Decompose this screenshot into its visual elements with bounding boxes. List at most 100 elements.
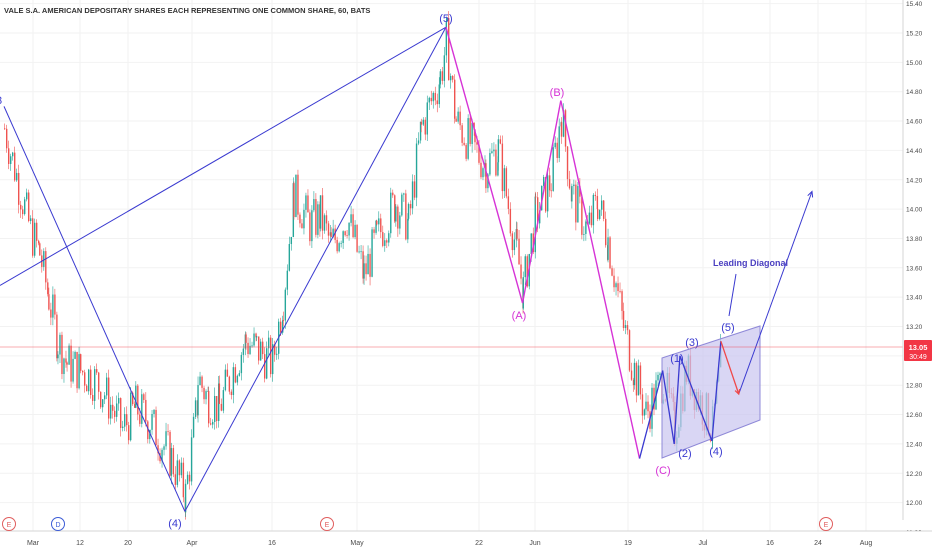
candle	[14, 146, 16, 182]
candle	[282, 315, 284, 335]
earnings-marker[interactable]: E	[2, 517, 16, 531]
candle	[228, 375, 231, 395]
candle	[36, 219, 38, 248]
candle	[100, 391, 102, 409]
wave-line	[3, 106, 186, 512]
diagonal-wave-line	[673, 355, 681, 444]
candle	[84, 369, 86, 393]
candle	[88, 368, 90, 395]
price-tick-label: 12.80	[906, 383, 923, 390]
price-axis[interactable]: 15.40 15.20 15.00 14.80 14.60 14.40 14.20 14.00…	[902, 0, 932, 536]
candle	[369, 248, 371, 286]
candle	[4, 123, 6, 130]
candle	[467, 114, 469, 161]
candle	[205, 389, 207, 405]
candle	[174, 466, 177, 491]
candle	[253, 327, 255, 348]
candle	[592, 193, 595, 234]
wave-label: (5)	[439, 13, 452, 25]
candles	[4, 11, 722, 520]
candle	[617, 276, 619, 298]
candle	[579, 178, 581, 204]
candle	[293, 181, 295, 220]
candle	[201, 375, 203, 393]
candle	[360, 244, 362, 260]
candle	[212, 419, 214, 429]
candle	[550, 183, 552, 198]
candle	[346, 229, 348, 239]
candle	[388, 230, 390, 247]
candle	[323, 213, 326, 234]
diagonal-channel	[661, 325, 761, 459]
candle	[313, 191, 315, 213]
elliott-wave-lines	[0, 26, 814, 512]
candle	[362, 245, 364, 284]
wave-label: (1)	[670, 353, 683, 365]
candle	[348, 222, 350, 241]
candle	[465, 143, 467, 162]
candle	[611, 265, 613, 277]
dividend-marker[interactable]: D	[51, 517, 65, 531]
price-tick-label: 14.60	[906, 119, 923, 126]
diagonal-wave-line	[711, 341, 722, 442]
candle	[560, 117, 563, 144]
candle	[309, 209, 311, 246]
candle	[288, 236, 291, 272]
wave-label: (A)	[512, 310, 527, 322]
candle	[28, 189, 30, 223]
candle	[518, 230, 520, 265]
candle	[645, 393, 647, 415]
candle	[643, 408, 646, 420]
candle	[262, 337, 264, 359]
candle	[325, 210, 328, 231]
candle	[356, 224, 358, 253]
earnings-marker[interactable]: E	[320, 517, 334, 531]
candle	[375, 219, 377, 235]
diagonal-wave-line	[638, 370, 664, 459]
candle	[297, 169, 299, 221]
candle	[441, 66, 444, 85]
candle	[116, 395, 118, 422]
candle	[66, 361, 68, 372]
wave-label: (2)	[678, 448, 691, 460]
annotation-leader-line	[728, 273, 737, 317]
candle	[628, 329, 631, 373]
candle	[141, 388, 143, 428]
candle	[76, 351, 78, 393]
candle	[338, 241, 340, 253]
candle	[80, 353, 82, 374]
candle	[240, 352, 243, 381]
candle	[203, 385, 205, 404]
candle	[397, 204, 399, 237]
candle	[581, 194, 583, 240]
wave-label: 3	[0, 95, 2, 107]
candle	[118, 392, 120, 411]
candle	[161, 447, 163, 468]
time-tick-label: May	[350, 540, 364, 547]
candle	[10, 153, 12, 171]
candle	[122, 420, 124, 432]
diagonal-wave-line	[661, 370, 675, 445]
candle	[624, 320, 627, 335]
wave-label: (3)	[685, 337, 698, 349]
candle	[469, 111, 471, 147]
candle	[590, 205, 593, 228]
candle	[47, 278, 49, 297]
candle	[50, 302, 52, 326]
candle	[443, 47, 446, 88]
candle	[390, 187, 392, 238]
time-axis[interactable]: Mar 12 20 Apr 16 May 22 Jun 19 Jul 16 24 Aug	[0, 530, 932, 550]
candle	[39, 242, 41, 256]
last-price-tag: 13.05 30:49	[904, 340, 932, 361]
candle	[513, 232, 516, 256]
price-tick-label: 13.40	[906, 295, 923, 302]
candle	[165, 422, 167, 450]
earnings-marker[interactable]: E	[819, 517, 833, 531]
price-tick-label: 14.20	[906, 177, 923, 184]
candle	[350, 205, 352, 227]
time-tick-label: Mar	[27, 540, 40, 547]
candle	[607, 228, 609, 263]
time-tick-label: 16	[268, 540, 276, 547]
